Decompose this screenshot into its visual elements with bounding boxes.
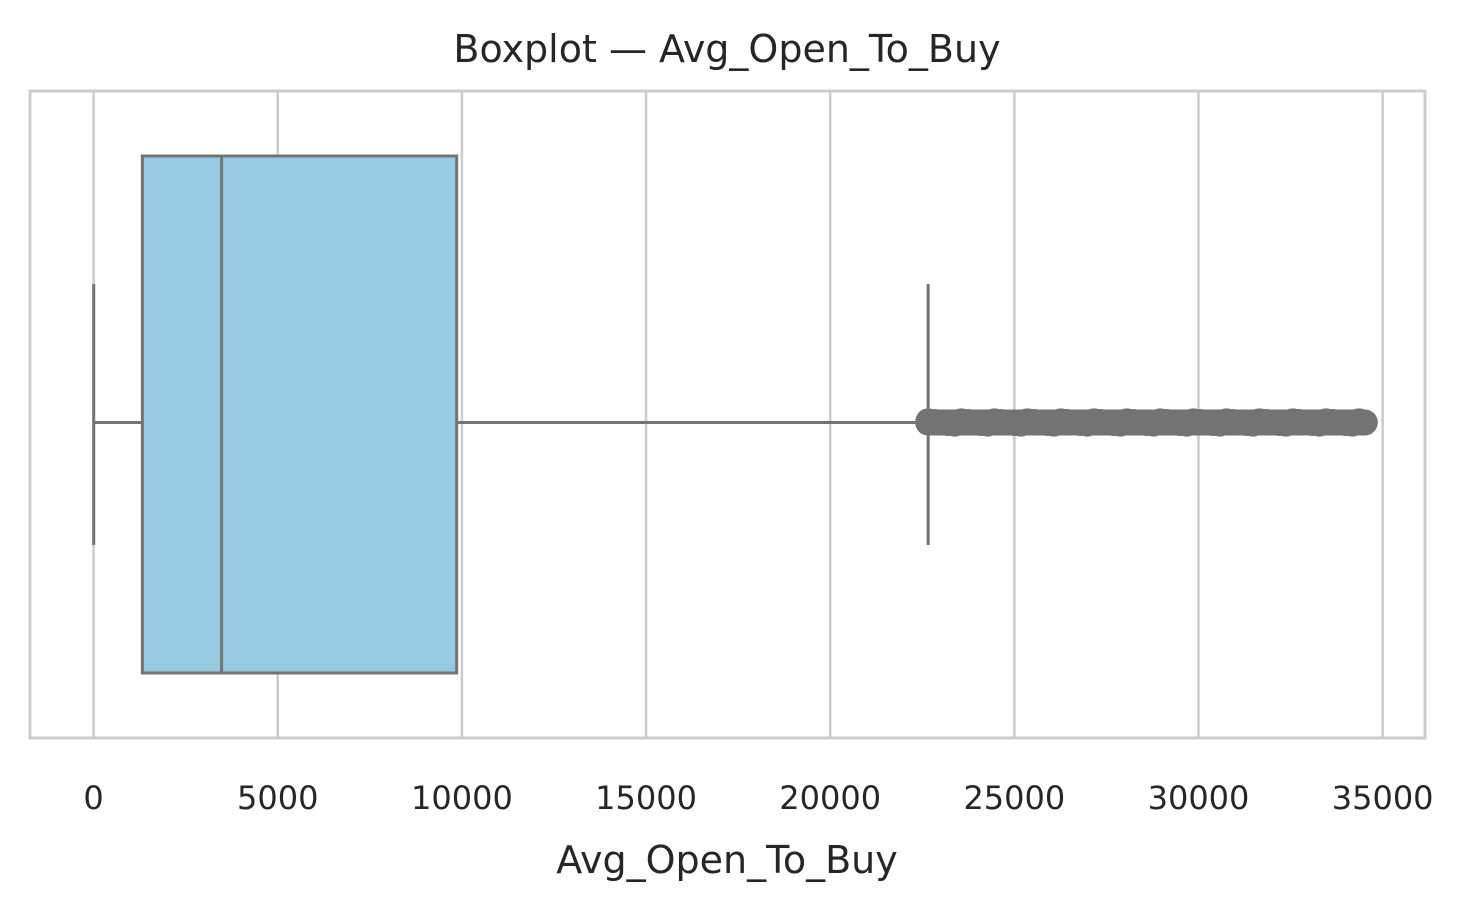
plot-frame bbox=[28, 89, 1427, 740]
box-layer bbox=[92, 154, 1378, 675]
x-tick-label: 30000 bbox=[1148, 779, 1250, 817]
x-tick-label: 20000 bbox=[779, 779, 881, 817]
x-tick-label: 15000 bbox=[595, 779, 697, 817]
x-tick-labels: 0 5000 10000 15000 20000 25000 30000 35000 bbox=[83, 779, 1433, 817]
x-tick-label: 25000 bbox=[963, 779, 1065, 817]
interquartile-box bbox=[140, 154, 459, 675]
x-axis-label: Avg_Open_To_Buy bbox=[556, 838, 898, 882]
x-tick-label: 0 bbox=[83, 779, 103, 817]
x-tick-label: 35000 bbox=[1332, 779, 1434, 817]
x-tick-label: 10000 bbox=[411, 779, 513, 817]
x-tick-label: 5000 bbox=[237, 779, 318, 817]
outlier-point bbox=[1352, 409, 1378, 436]
chart-title: Boxplot — Avg_Open_To_Buy bbox=[453, 27, 1000, 71]
